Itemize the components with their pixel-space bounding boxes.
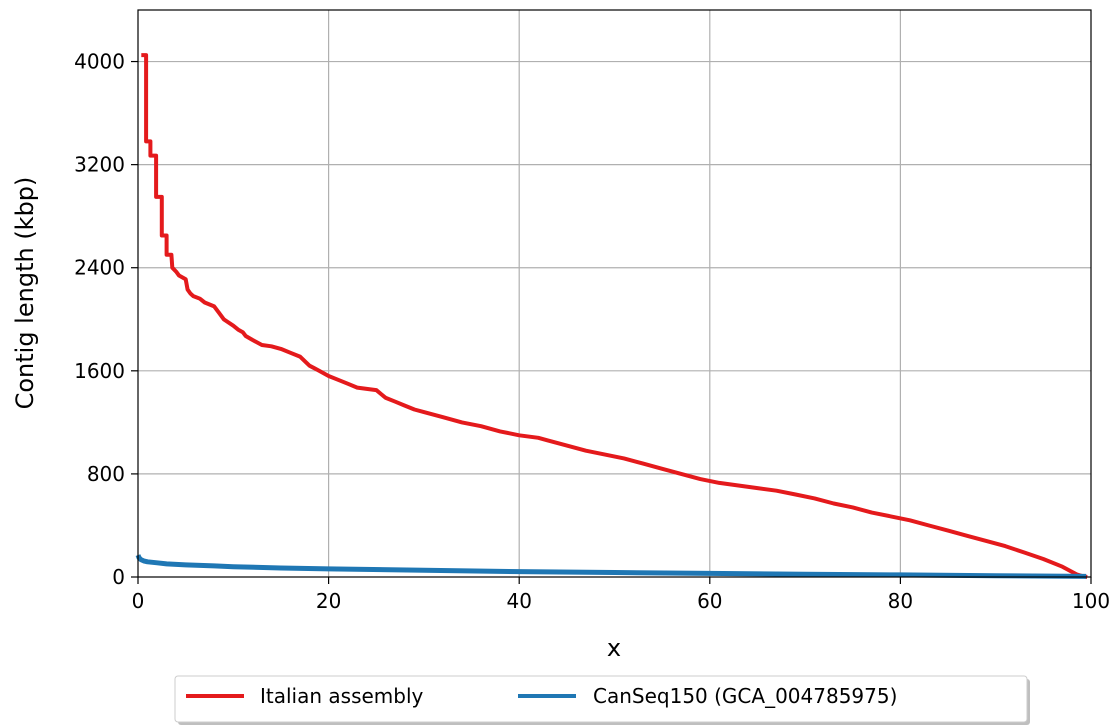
legend-label-italian-assembly: Italian assembly [260, 684, 424, 708]
x-tick-label: 80 [888, 589, 913, 613]
x-tick-label: 0 [132, 589, 145, 613]
y-tick-label: 0 [112, 565, 125, 589]
series-layer [135, 53, 1088, 579]
y-tick-label: 1600 [74, 359, 125, 383]
x-tick-label: 40 [506, 589, 531, 613]
x-tick-label: 20 [316, 589, 341, 613]
y-tick-label: 2400 [74, 256, 125, 280]
legend-label-canseq150: CanSeq150 (GCA_004785975) [593, 684, 897, 708]
series-line-italian-assembly [141, 53, 1088, 579]
plot-frame [137, 9, 1092, 578]
x-tick-label: 60 [697, 589, 722, 613]
legend: Italian assembly CanSeq150 (GCA_00478597… [174, 675, 1030, 725]
series-line-canseq150 [135, 554, 1087, 579]
axis-ticks: 0 20 40 60 80 100 0 800 1600 2400 3200 4000 [74, 50, 1110, 613]
y-axis-title: Contig length (kbp) [11, 177, 39, 410]
legend-box [174, 675, 1028, 723]
grid-lines [138, 10, 1091, 577]
x-axis-title: x [607, 634, 621, 662]
y-tick-label: 4000 [74, 50, 125, 74]
y-tick-label: 3200 [74, 153, 125, 177]
y-tick-label: 800 [87, 462, 125, 486]
x-tick-label: 100 [1072, 589, 1110, 613]
